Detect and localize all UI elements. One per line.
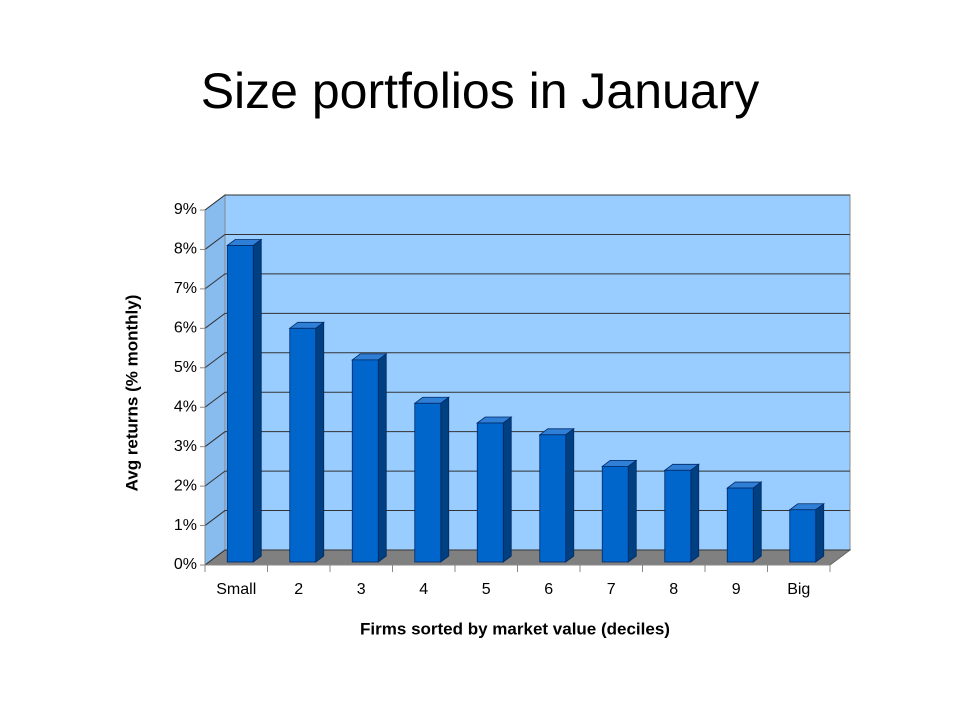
bar <box>538 428 575 563</box>
bar-side <box>315 321 325 563</box>
grid-line <box>204 391 850 408</box>
x-tick-label: Big <box>787 581 810 598</box>
bar <box>601 459 638 563</box>
bar-front <box>539 434 567 563</box>
bar-side <box>565 428 575 563</box>
y-axis-title: Avg returns (% monthly) <box>122 295 141 492</box>
bar-front <box>289 327 317 563</box>
y-tick-label: 2% <box>174 477 197 494</box>
bar-front <box>414 402 442 563</box>
y-tick-label: 9% <box>174 201 197 218</box>
bar <box>476 416 513 563</box>
x-tick-label: 2 <box>294 581 303 598</box>
x-tick-label: 4 <box>419 581 428 598</box>
x-axis-title: Firms sorted by market value (deciles) <box>360 619 670 638</box>
bar-side <box>502 416 512 563</box>
bar-front <box>226 245 254 563</box>
y-tick-label: 3% <box>174 438 197 455</box>
bar-side <box>752 481 762 563</box>
bar-front <box>664 469 692 563</box>
x-tick-label: 3 <box>357 581 366 598</box>
grid-line <box>204 312 850 329</box>
bar-side <box>815 502 825 563</box>
grid-line <box>204 273 850 290</box>
y-tick-label: 0% <box>174 556 197 573</box>
x-tick-label: 7 <box>607 581 616 598</box>
chart-title: Size portfolios in January <box>201 63 760 119</box>
y-tick-label: 5% <box>174 359 197 376</box>
y-tick-label: 1% <box>174 517 197 534</box>
bar <box>413 396 450 563</box>
bar-side <box>627 459 637 563</box>
bar <box>226 238 263 563</box>
y-tick-label: 7% <box>174 280 197 297</box>
bar-front <box>476 422 504 563</box>
bar <box>663 463 700 563</box>
bar-side <box>440 396 450 563</box>
x-tick-label: Small <box>216 581 256 598</box>
bar <box>726 481 763 563</box>
x-tick-label: 6 <box>544 581 553 598</box>
grid-line <box>204 470 850 487</box>
grid-line <box>204 233 850 250</box>
bar-front <box>789 509 817 563</box>
bar <box>351 353 388 563</box>
y-tick-label: 6% <box>174 320 197 337</box>
grid-line <box>204 549 850 566</box>
x-tick-label: 9 <box>732 581 741 598</box>
y-tick-label: 8% <box>174 241 197 258</box>
side-wall <box>204 194 226 566</box>
bar-front <box>351 359 379 563</box>
bar-side <box>690 463 700 563</box>
bar <box>288 321 325 563</box>
x-tick-label: 8 <box>669 581 678 598</box>
grid-line <box>204 352 850 369</box>
bar-side <box>252 238 262 563</box>
bar-front <box>726 487 754 563</box>
bar <box>788 502 825 563</box>
grid-line <box>204 510 850 526</box>
x-tick-label: 5 <box>482 581 491 598</box>
grid-line <box>204 431 850 448</box>
grid-line <box>204 194 850 211</box>
y-tick-label: 4% <box>174 398 197 415</box>
bar-front <box>601 465 629 563</box>
bar-side <box>377 353 387 563</box>
